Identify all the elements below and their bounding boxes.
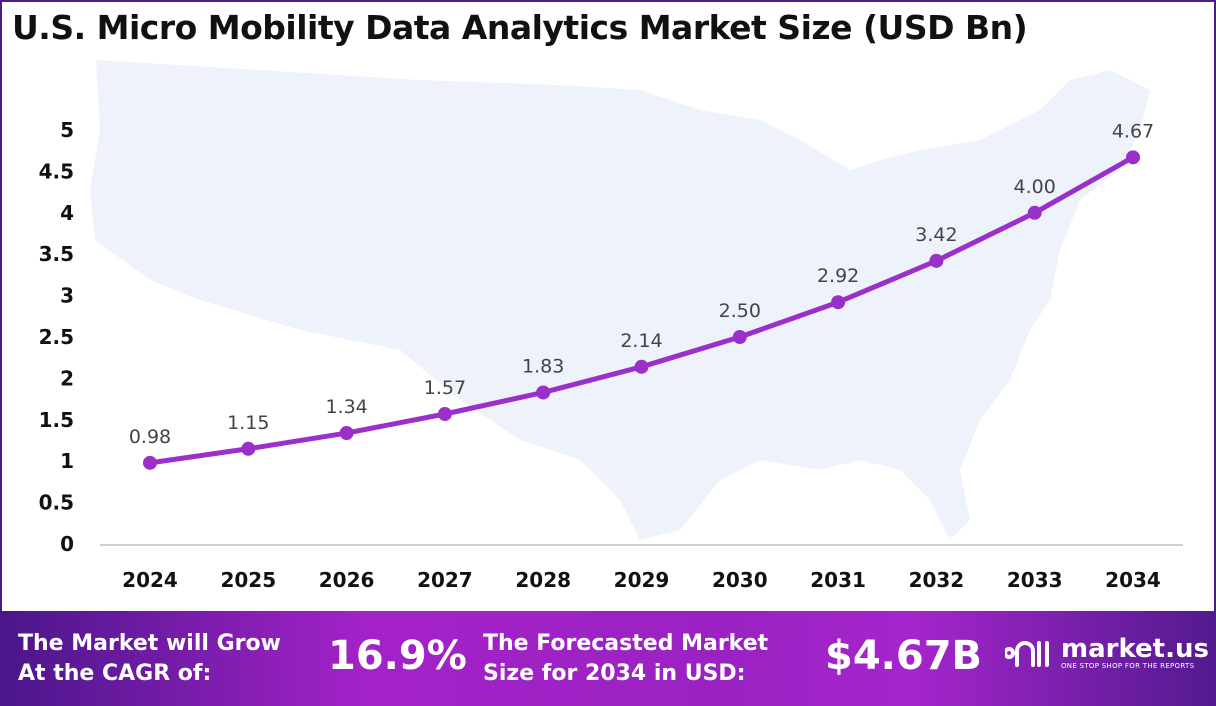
- data-label: 3.42: [915, 224, 957, 246]
- data-label: 4.67: [1112, 120, 1154, 142]
- brand-logo: market.us ONE STOP SHOP FOR THE REPORTS: [1005, 633, 1209, 673]
- x-tick-label: 2025: [220, 568, 276, 592]
- forecast-value: $4.67B: [825, 633, 983, 679]
- x-tick-label: 2024: [122, 568, 178, 592]
- data-label: 2.14: [620, 330, 662, 352]
- data-point: [831, 295, 846, 310]
- data-point: [241, 441, 256, 456]
- data-point: [143, 455, 157, 470]
- chart-frame: [0, 0, 1216, 612]
- y-tick-label: 3: [60, 284, 74, 308]
- data-point: [634, 359, 649, 374]
- brand-tagline: ONE STOP SHOP FOR THE REPORTS: [1061, 662, 1195, 670]
- data-label: 1.57: [424, 377, 466, 399]
- data-point: [929, 253, 944, 268]
- x-tick-label: 2028: [515, 568, 571, 592]
- cagr-label: The Market will Grow At the CAGR of:: [18, 629, 281, 689]
- data-label: 1.83: [522, 355, 564, 377]
- y-tick-label: 2: [60, 366, 74, 390]
- data-point: [1027, 205, 1042, 220]
- cagr-label-line2: At the CAGR of:: [18, 661, 212, 686]
- us-map-background: [90, 60, 1150, 540]
- data-label: 1.34: [325, 396, 367, 418]
- data-point: [1126, 150, 1140, 165]
- x-tick-label: 2026: [319, 568, 375, 592]
- cagr-value: 16.9%: [328, 633, 467, 679]
- y-tick-label: 1: [60, 449, 74, 473]
- data-label: 0.98: [129, 426, 171, 448]
- y-tick-label: 4: [60, 201, 74, 225]
- x-tick-label: 2033: [1007, 568, 1063, 592]
- x-tick-label: 2029: [614, 568, 670, 592]
- data-label: 2.92: [817, 265, 859, 287]
- y-tick-label: 1.5: [39, 408, 74, 432]
- data-point: [536, 385, 551, 400]
- y-tick-label: 4.5: [39, 159, 74, 183]
- cagr-label-line1: The Market will Grow: [18, 631, 281, 656]
- forecast-label-line1: The Forecasted Market: [483, 631, 769, 656]
- x-tick-label: 2030: [712, 568, 768, 592]
- y-tick-label: 0: [60, 532, 74, 556]
- line-chart: 0 0.5 1 1.5 2 2.5 3 3.5 4 4.5 5 2024 2025 2026 2027 20…: [39, 60, 1183, 592]
- data-point: [339, 426, 354, 441]
- x-tick-label: 2031: [810, 568, 866, 592]
- data-point: [732, 330, 747, 344]
- forecast-label: The Forecasted Market Size for 2034 in U…: [483, 629, 768, 689]
- data-label: 4.00: [1014, 176, 1056, 198]
- market-us-logo-icon: [1005, 641, 1049, 667]
- y-tick-label: 2.5: [39, 325, 74, 349]
- y-tick-label: 0.5: [39, 491, 74, 515]
- data-point: [437, 407, 452, 422]
- brand-name: market.us: [1061, 634, 1209, 664]
- forecast-label-line2: Size for 2034 in USD:: [483, 661, 746, 686]
- x-tick-label: 2034: [1105, 568, 1161, 592]
- y-tick-label: 5: [60, 118, 74, 142]
- data-label: 1.15: [227, 412, 269, 434]
- y-tick-label: 3.5: [39, 242, 74, 266]
- footer-banner: The Market will Grow At the CAGR of: 16.…: [0, 611, 1216, 706]
- x-tick-label: 2032: [909, 568, 965, 592]
- x-tick-label: 2027: [417, 568, 473, 592]
- data-label: 2.50: [719, 300, 761, 322]
- chart-title: U.S. Micro Mobility Data Analytics Marke…: [12, 8, 1028, 47]
